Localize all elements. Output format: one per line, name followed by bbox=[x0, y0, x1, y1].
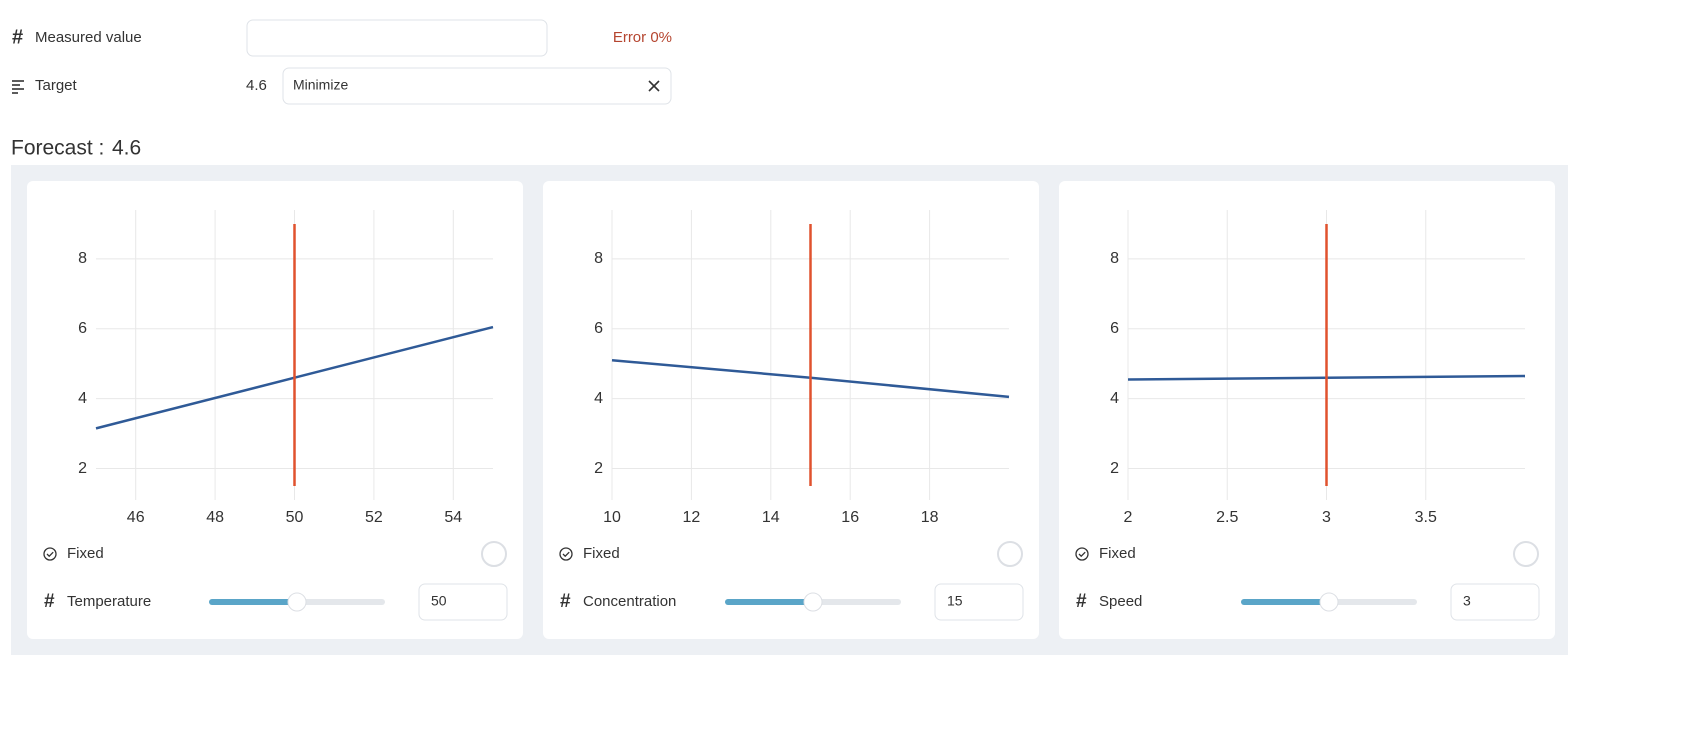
x-tick-label: 18 bbox=[921, 509, 939, 526]
variable-label: Temperature bbox=[67, 593, 151, 610]
value-text: 15 bbox=[947, 593, 963, 609]
fixed-toggle[interactable] bbox=[997, 541, 1023, 567]
fixed-label: Fixed bbox=[1099, 545, 1136, 562]
y-tick-label: 8 bbox=[594, 250, 603, 267]
x-tick-label: 2.5 bbox=[1216, 509, 1238, 526]
x-tick-label: 52 bbox=[365, 509, 383, 526]
slider-fill bbox=[209, 599, 297, 605]
measured-label: Measured value bbox=[35, 29, 142, 46]
value-text: 3 bbox=[1463, 593, 1471, 609]
y-tick-label: 4 bbox=[78, 390, 87, 407]
number-icon: # bbox=[44, 591, 55, 612]
fixed-check bbox=[46, 551, 54, 558]
fixed-toggle[interactable] bbox=[1513, 541, 1539, 567]
fixed-label: Fixed bbox=[583, 545, 620, 562]
y-tick-label: 2 bbox=[594, 460, 603, 477]
y-tick-label: 8 bbox=[1110, 250, 1119, 267]
slider-fill bbox=[725, 599, 813, 605]
x-tick-label: 14 bbox=[762, 509, 780, 526]
x-tick-label: 3 bbox=[1322, 509, 1331, 526]
x-tick-label: 10 bbox=[603, 509, 621, 526]
y-tick-label: 2 bbox=[78, 460, 87, 477]
x-tick-label: 3.5 bbox=[1415, 509, 1437, 526]
card bbox=[27, 181, 523, 639]
x-tick-label: 54 bbox=[444, 509, 462, 526]
card bbox=[1059, 181, 1555, 639]
fixed-check bbox=[1078, 551, 1086, 558]
forecast-label: Forecast : bbox=[11, 137, 104, 160]
clear-button[interactable] bbox=[648, 80, 660, 92]
fixed-check bbox=[562, 551, 570, 558]
fixed-label: Fixed bbox=[67, 545, 104, 562]
variable-label: Concentration bbox=[583, 593, 676, 610]
forecast-value: 4.6 bbox=[112, 137, 141, 160]
y-tick-label: 8 bbox=[78, 250, 87, 267]
y-tick-label: 6 bbox=[78, 320, 87, 337]
fixed-toggle[interactable] bbox=[481, 541, 507, 567]
y-tick-label: 2 bbox=[1110, 460, 1119, 477]
variable-label: Speed bbox=[1099, 593, 1142, 610]
x-tick-label: 48 bbox=[206, 509, 224, 526]
x-tick-label: 12 bbox=[683, 509, 701, 526]
slider-thumb[interactable] bbox=[287, 592, 307, 612]
measured-input[interactable] bbox=[246, 19, 548, 57]
target-label: Target bbox=[35, 77, 78, 94]
value-input[interactable] bbox=[1450, 583, 1540, 621]
target-icon bbox=[12, 80, 24, 94]
value-input[interactable] bbox=[418, 583, 508, 621]
slider-thumb[interactable] bbox=[803, 592, 823, 612]
number-icon: # bbox=[560, 591, 571, 612]
fixed-icon bbox=[559, 547, 573, 561]
target-mode: Minimize bbox=[293, 77, 348, 93]
target-value: 4.6 bbox=[246, 77, 267, 94]
x-tick-label: 16 bbox=[841, 509, 859, 526]
card bbox=[543, 181, 1039, 639]
y-tick-label: 6 bbox=[594, 320, 603, 337]
x-tick-label: 50 bbox=[286, 509, 304, 526]
slider-thumb[interactable] bbox=[1319, 592, 1339, 612]
slider-fill bbox=[1241, 599, 1329, 605]
value-text: 50 bbox=[431, 593, 447, 609]
x-tick-label: 46 bbox=[127, 509, 145, 526]
error-text: Error 0% bbox=[613, 29, 672, 46]
number-icon: # bbox=[1076, 591, 1087, 612]
number-icon: # bbox=[12, 26, 23, 48]
x-tick-label: 2 bbox=[1124, 509, 1133, 526]
fixed-icon bbox=[43, 547, 57, 561]
y-tick-label: 6 bbox=[1110, 320, 1119, 337]
fixed-icon bbox=[1075, 547, 1089, 561]
y-tick-label: 4 bbox=[1110, 390, 1119, 407]
value-input[interactable] bbox=[934, 583, 1024, 621]
y-tick-label: 4 bbox=[594, 390, 603, 407]
target-select[interactable] bbox=[282, 67, 672, 105]
